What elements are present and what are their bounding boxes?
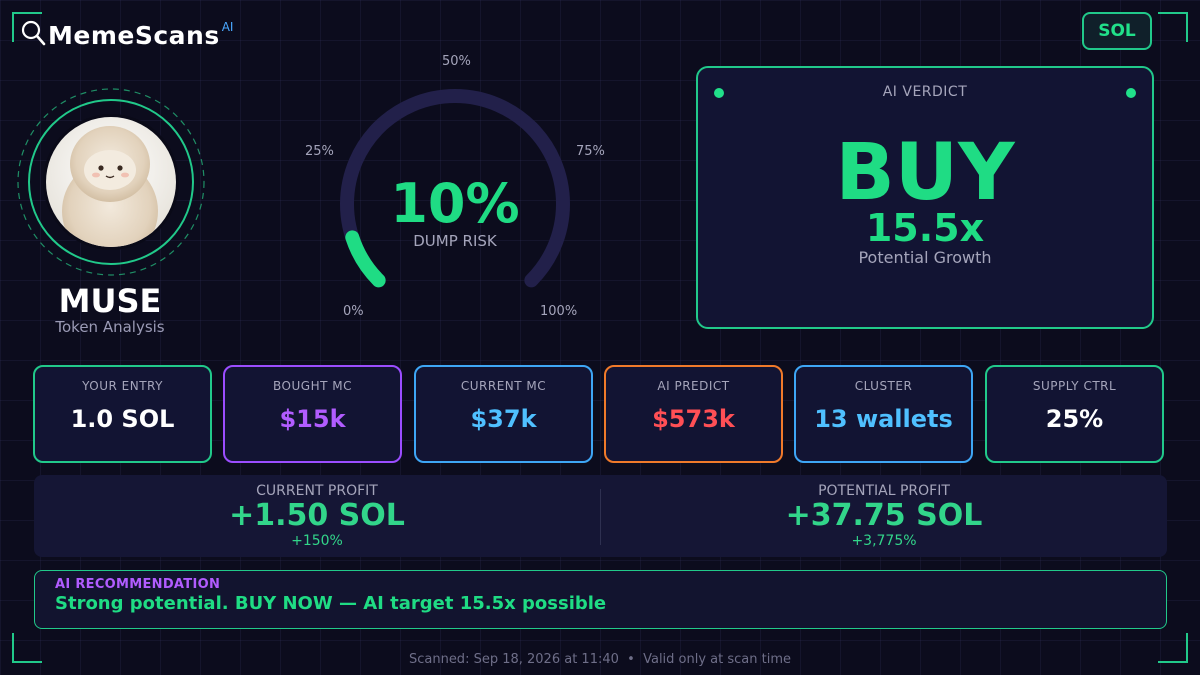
gauge-track — [340, 89, 570, 288]
potential-profit-label: POTENTIAL PROFIT — [818, 483, 950, 499]
gauge-label: DUMP RISK — [413, 232, 497, 250]
token-name: MUSE — [58, 282, 162, 320]
current-profit-pct: +150% — [291, 533, 343, 549]
stat-value: $37k — [470, 405, 537, 433]
profit-divider — [600, 489, 601, 545]
gauge-tick-100: 100% — [540, 304, 578, 319]
gauge-tick-50: 50% — [442, 54, 471, 69]
ai-recommendation-panel: AI RECOMMENDATION Strong potential. BUY … — [34, 570, 1167, 629]
stat-card-ai-predict: AI PREDICT $573k — [604, 365, 783, 463]
gauge-tick-75: 75% — [576, 144, 605, 159]
corner-bracket-top-right — [1158, 12, 1188, 42]
stat-card-supply-ctrl: SUPPLY CTRL 25% — [985, 365, 1164, 463]
status-dot — [714, 88, 724, 98]
gauge-tick-0: 0% — [343, 304, 364, 319]
current-profit: CURRENT PROFIT +1.50 SOL +150% — [34, 475, 600, 557]
current-profit-value: +1.50 SOL — [229, 498, 405, 533]
stats-row: YOUR ENTRY 1.0 SOL BOUGHT MC $15k CURREN… — [33, 365, 1165, 463]
verdict-title: AI VERDICT — [882, 84, 968, 100]
current-profit-label: CURRENT PROFIT — [256, 483, 378, 499]
gauge-fill — [345, 230, 386, 288]
stat-value: 1.0 SOL — [70, 405, 175, 433]
scan-footer: Scanned: Sep 18, 2026 at 11:40 • Valid o… — [408, 652, 792, 667]
potential-profit-value: +37.75 SOL — [785, 498, 983, 533]
corner-bracket-bottom-right — [1158, 633, 1188, 663]
stat-value: 25% — [1045, 405, 1104, 433]
stat-label: YOUR ENTRY — [82, 379, 163, 393]
verdict-subtitle: Potential Growth — [858, 248, 992, 267]
token-subtitle: Token Analysis — [55, 318, 165, 336]
chain-sol-button[interactable]: SOL — [1082, 12, 1152, 50]
profit-panel: CURRENT PROFIT +1.50 SOL +150% POTENTIAL… — [34, 475, 1167, 557]
verdict-multiplier: 15.5x — [865, 206, 985, 250]
brand-logo: MemeScans AI — [20, 18, 233, 54]
stat-label: AI PREDICT — [657, 379, 730, 393]
verdict-decision: BUY — [835, 128, 1015, 218]
stat-value: 13 wallets — [814, 405, 953, 433]
recommendation-title: AI RECOMMENDATION — [55, 577, 221, 592]
gauge-tick-25: 25% — [305, 144, 334, 159]
stat-card-bought-mc: BOUGHT MC $15k — [223, 365, 402, 463]
gauge-arc — [340, 89, 570, 288]
ai-verdict-panel: AI VERDICT BUY 15.5x Potential Growth — [696, 66, 1154, 329]
potential-profit-pct: +3,775% — [851, 533, 917, 549]
stat-card-current-mc: CURRENT MC $37k — [414, 365, 593, 463]
corner-bracket-bottom-left — [12, 633, 42, 663]
stat-card-cluster: CLUSTER 13 wallets — [794, 365, 973, 463]
gauge-value: 10% — [390, 172, 520, 235]
stat-card-your-entry: YOUR ENTRY 1.0 SOL — [33, 365, 212, 463]
magnifier-icon — [21, 20, 46, 46]
stat-label: BOUGHT MC — [273, 379, 352, 393]
status-dot — [1126, 88, 1136, 98]
stat-label: CLUSTER — [854, 379, 913, 393]
corner-bracket-top-left — [12, 12, 42, 42]
stat-label: CURRENT MC — [460, 379, 547, 393]
stat-value: $573k — [652, 405, 735, 433]
brand-name: MemeScans — [48, 21, 220, 50]
stat-value: $15k — [279, 405, 346, 433]
recommendation-text: Strong potential. BUY NOW — AI target 15… — [55, 593, 607, 614]
brand-ai-badge: AI — [221, 20, 234, 34]
token-avatar-frame — [14, 86, 208, 280]
stat-label: SUPPLY CTRL — [1032, 379, 1117, 393]
avatar — [17, 88, 205, 276]
dump-risk-gauge: 50% 25% 75% 0% 100% 10% DUMP RISK — [290, 44, 630, 334]
potential-profit: POTENTIAL PROFIT +37.75 SOL +3,775% — [601, 475, 1167, 557]
